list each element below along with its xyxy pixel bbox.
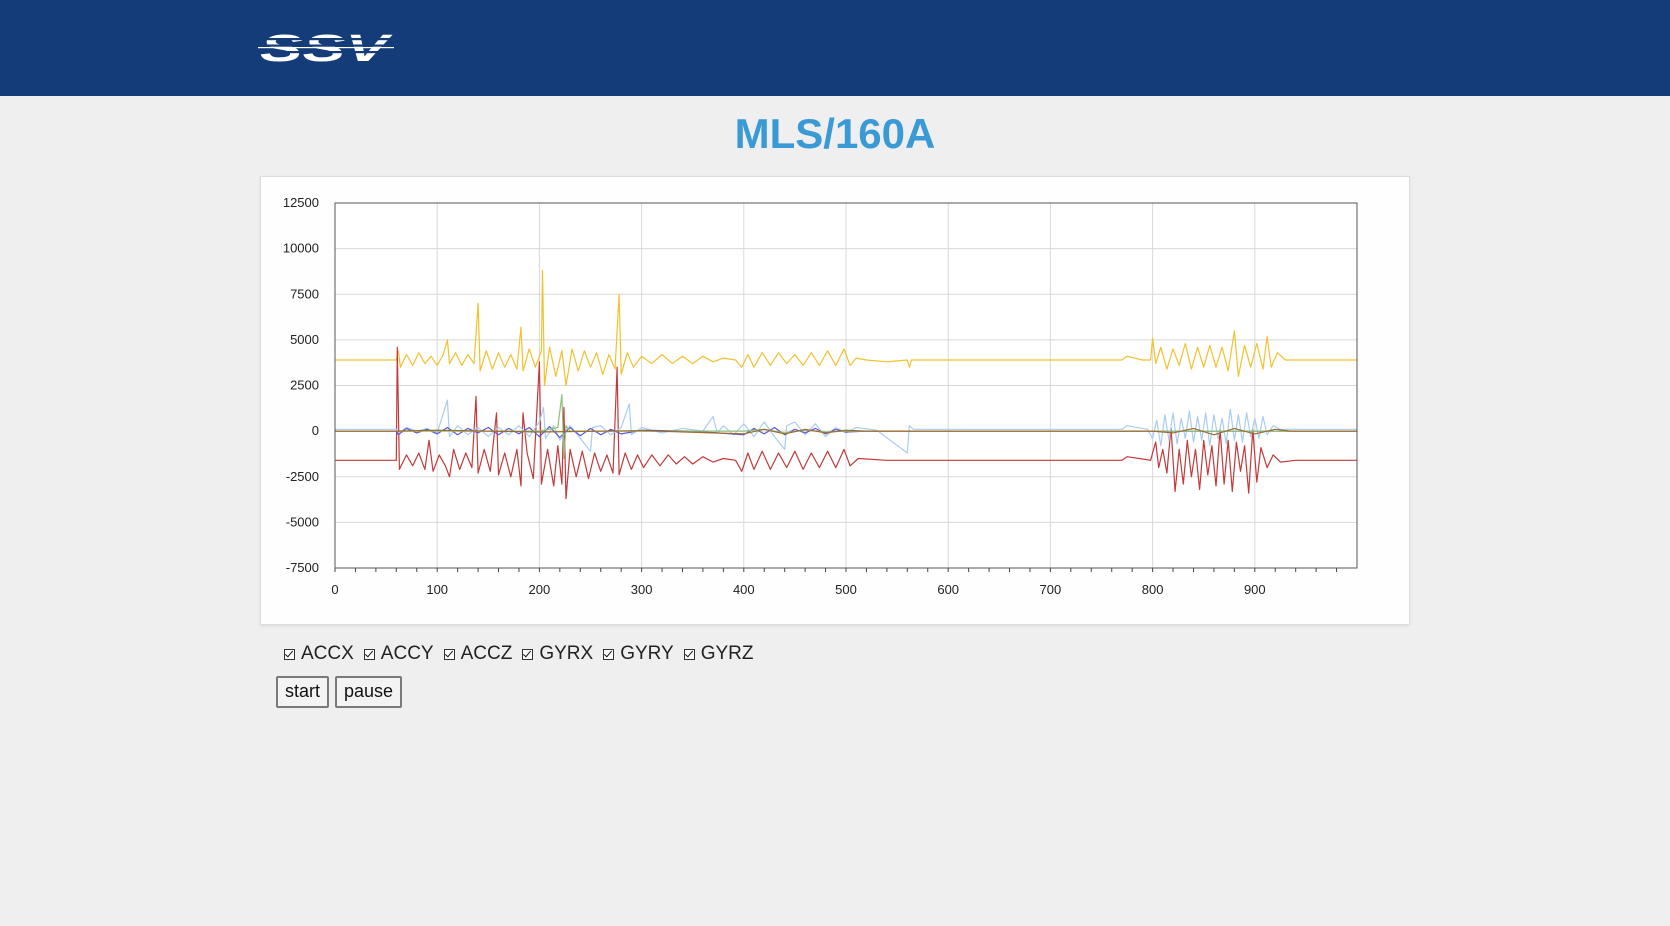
- series-line-5: [335, 427, 1357, 436]
- series-toggle-label: ACCY: [380, 643, 434, 664]
- y-tick-label: 2500: [290, 378, 319, 393]
- y-tick-label: -5000: [286, 514, 319, 529]
- series-line-1: [335, 346, 1357, 500]
- series-toggle-label: GYRZ: [700, 643, 754, 664]
- x-tick-label: 0: [331, 582, 338, 597]
- series-toggle-accz[interactable]: ACCZ: [443, 643, 513, 665]
- page-title: MLS/160A: [734, 110, 936, 157]
- checkbox[interactable]: [603, 648, 615, 660]
- ssv-logo[interactable]: SSV: [258, 30, 394, 66]
- x-tick-label: 300: [631, 582, 653, 597]
- checkmark-icon: [684, 648, 693, 657]
- y-tick-label: 0: [312, 423, 319, 438]
- x-tick-label: 600: [937, 582, 959, 597]
- header-bar: SSV: [0, 0, 1670, 96]
- y-tick-label: -7500: [286, 560, 319, 575]
- checkmark-icon: [284, 648, 294, 657]
- series-line-0: [335, 269, 1357, 387]
- checkbox[interactable]: [683, 648, 695, 660]
- checkbox[interactable]: [522, 648, 534, 660]
- x-tick-label: 900: [1244, 582, 1266, 597]
- y-tick-label: 7500: [290, 286, 319, 301]
- checkmark-icon: [523, 648, 532, 657]
- x-tick-label: 500: [835, 582, 857, 597]
- x-tick-label: 400: [733, 582, 755, 597]
- checkmark-icon: [364, 648, 373, 657]
- series-toggle-gyrz[interactable]: GYRZ: [683, 643, 754, 665]
- series-toggle-gyry[interactable]: GYRY: [603, 643, 674, 665]
- y-tick-label: 10000: [283, 241, 319, 256]
- sensor-line-chart: 12500 10000 7500 5000 2500 0 -2500 -5000 -7500 0 1…: [283, 195, 1358, 597]
- y-tick-label: 12500: [283, 195, 319, 210]
- button-row: start pause: [276, 676, 408, 708]
- x-tick-label: 800: [1142, 582, 1164, 597]
- checkbox[interactable]: [363, 648, 375, 660]
- series-toggle-label: GYRY: [620, 643, 674, 664]
- checkmark-icon: [604, 648, 613, 657]
- series-toggle-gyrx[interactable]: GYRX: [522, 643, 593, 665]
- pause-button[interactable]: pause: [335, 676, 403, 708]
- series-toggle-accx[interactable]: ACCX: [284, 643, 354, 665]
- x-tick-label: 100: [426, 582, 448, 597]
- x-tick-label: 700: [1040, 582, 1062, 597]
- checkbox[interactable]: [284, 648, 295, 660]
- y-tick-label: 5000: [290, 332, 319, 347]
- series-toggle-label: ACCZ: [460, 643, 513, 664]
- y-tick-label: -2500: [286, 469, 319, 484]
- series-toggle-row: ACCX ACCY ACCZ GYRX GYRY GYRZ: [284, 642, 763, 666]
- plot-frame: [334, 202, 1358, 569]
- checkmark-icon: [444, 648, 453, 657]
- series-toggle-accy[interactable]: ACCY: [363, 643, 434, 665]
- checkbox[interactable]: [443, 648, 455, 660]
- series-toggle-label: ACCX: [301, 643, 354, 664]
- chart-panel: 12500 10000 7500 5000 2500 0 -2500 -5000 -7500 0 1…: [260, 176, 1410, 625]
- series-line-2: [335, 399, 1357, 454]
- series-toggle-label: GYRX: [539, 643, 594, 664]
- x-tick-label: 200: [529, 582, 551, 597]
- start-button[interactable]: start: [276, 676, 330, 708]
